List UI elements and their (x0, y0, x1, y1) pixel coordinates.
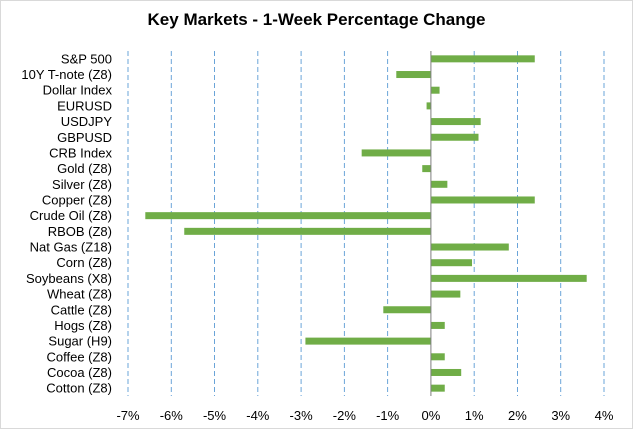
bar (430, 86, 440, 94)
category-label: CRB Index (49, 145, 112, 160)
bar (430, 321, 445, 329)
x-tick-label: -5% (203, 408, 227, 423)
bar (184, 227, 431, 235)
category-label: Silver (Z8) (52, 177, 112, 192)
x-tick-label: 4% (595, 408, 614, 423)
bar (305, 337, 431, 345)
bar (383, 306, 431, 314)
x-tick-label: -4% (246, 408, 270, 423)
category-label: S&P 500 (61, 51, 112, 66)
x-tick-label: -6% (160, 408, 184, 423)
category-label: Copper (Z8) (42, 192, 112, 207)
x-tick-label: 3% (551, 408, 570, 423)
category-label: Soybeans (X8) (26, 271, 112, 286)
category-label: Wheat (Z8) (47, 287, 112, 302)
category-label: Sugar (H9) (48, 334, 112, 349)
bar (430, 353, 445, 361)
x-tick-label: -3% (290, 408, 314, 423)
category-label: GBPUSD (57, 130, 112, 145)
category-label: Crude Oil (Z8) (30, 208, 112, 223)
bar (430, 368, 462, 376)
x-tick-label: 2% (508, 408, 527, 423)
bar (430, 259, 473, 267)
x-tick-label: -1% (376, 408, 400, 423)
x-tick-label: -7% (116, 408, 140, 423)
category-label: EURUSD (57, 98, 112, 113)
chart-title: Key Markets - 1-Week Percentage Change (147, 10, 486, 29)
category-label: Cotton (Z8) (46, 381, 112, 396)
category-label: USDJPY (61, 114, 113, 129)
bar (430, 243, 509, 251)
bar (145, 212, 431, 220)
category-label: Cattle (Z8) (51, 302, 112, 317)
category-label: RBOB (Z8) (48, 224, 112, 239)
x-tick-label: -2% (333, 408, 357, 423)
category-label: Hogs (Z8) (54, 318, 112, 333)
category-label: Corn (Z8) (56, 255, 112, 270)
bar (430, 384, 445, 392)
bar (361, 149, 431, 157)
category-label: Nat Gas (Z18) (30, 240, 112, 255)
category-label: Gold (Z8) (57, 161, 112, 176)
category-label: Cocoa (Z8) (47, 365, 112, 380)
category-label: Dollar Index (43, 83, 113, 98)
bar (430, 180, 448, 188)
x-tick-label: 0% (422, 408, 441, 423)
x-tick-label: 1% (465, 408, 484, 423)
category-label: 10Y T-note (Z8) (21, 67, 112, 82)
bar (430, 118, 481, 126)
bar (430, 55, 535, 63)
bar (430, 274, 587, 282)
bar (430, 290, 461, 298)
bar (430, 133, 479, 141)
category-label: Coffee (Z8) (46, 349, 112, 364)
bar (396, 71, 431, 79)
bar (422, 165, 431, 173)
bar (426, 102, 431, 110)
bar (430, 196, 535, 204)
